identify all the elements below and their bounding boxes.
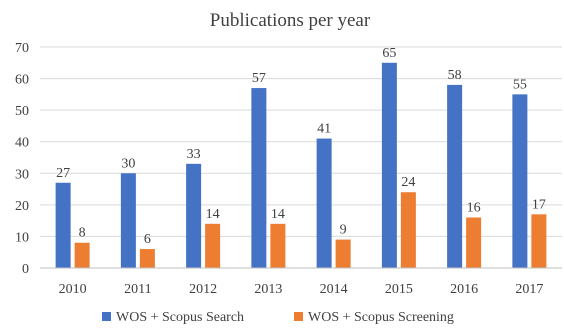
bar-screening-2016 <box>466 217 482 268</box>
legend-label-screening: WOS + Scopus Screening <box>308 310 454 325</box>
x-tick-label: 2015 <box>385 282 413 297</box>
x-tick-label: 2014 <box>320 282 348 297</box>
legend-label-search: WOS + Scopus Search <box>116 310 244 325</box>
data-label: 8 <box>79 226 86 241</box>
data-label: 14 <box>271 207 285 222</box>
bar-screening-2010 <box>74 242 90 268</box>
legend: WOS + Scopus Search WOS + Scopus Screeni… <box>102 310 454 325</box>
y-tick-label: 0 <box>22 262 29 277</box>
data-labels: 27 8 30 6 33 14 57 14 41 9 65 24 58 16 55 17 <box>56 46 546 247</box>
x-tick-label: 2016 <box>450 282 478 297</box>
bar-screening-2014 <box>335 239 351 268</box>
x-tick-label: 2011 <box>124 282 151 297</box>
y-tick-label: 40 <box>15 136 29 151</box>
bar-search-2011 <box>120 173 136 268</box>
chart-title: Publications per year <box>210 10 371 31</box>
y-tick-label: 30 <box>15 167 29 182</box>
data-label: 24 <box>401 175 415 190</box>
bar-screening-2013 <box>270 223 286 268</box>
data-label: 30 <box>121 156 135 171</box>
data-label: 17 <box>532 197 546 212</box>
bar-screening-2015 <box>400 192 416 268</box>
y-tick-label: 50 <box>15 104 29 119</box>
data-label: 27 <box>56 166 70 181</box>
data-label: 6 <box>144 232 151 247</box>
y-axis-ticks: 0 10 20 30 40 50 60 70 <box>15 41 29 277</box>
data-label: 58 <box>448 68 462 83</box>
x-tick-label: 2017 <box>515 282 543 297</box>
bar-search-2017 <box>512 94 528 268</box>
x-tick-label: 2010 <box>59 282 87 297</box>
bar-search-2014 <box>316 138 332 268</box>
data-label: 16 <box>467 200 481 215</box>
bar-search-2015 <box>381 62 397 269</box>
data-label: 57 <box>252 71 266 86</box>
y-tick-label: 20 <box>15 199 29 214</box>
data-label: 14 <box>206 207 220 222</box>
data-label: 41 <box>317 122 331 137</box>
x-tick-label: 2013 <box>254 282 282 297</box>
bar-search-2013 <box>251 88 267 269</box>
data-label: 9 <box>340 223 347 238</box>
data-label: 65 <box>382 46 396 61</box>
y-tick-label: 60 <box>15 73 29 88</box>
y-tick-label: 70 <box>15 41 29 56</box>
x-axis-ticks: 2010 2011 2012 2013 2014 2015 2016 2017 <box>59 282 544 297</box>
bar-search-2010 <box>55 182 71 268</box>
legend-swatch-search <box>102 312 111 321</box>
x-tick-label: 2012 <box>189 282 217 297</box>
bar-screening-2017 <box>531 214 547 268</box>
legend-swatch-screening <box>294 312 303 321</box>
data-label: 55 <box>513 77 527 92</box>
bar-search-2012 <box>186 163 202 268</box>
data-label: 33 <box>187 147 201 162</box>
y-tick-label: 10 <box>15 230 29 245</box>
grid-lines <box>40 46 562 237</box>
bar-search-2016 <box>447 84 463 268</box>
bar-screening-2012 <box>205 223 221 268</box>
bars <box>55 62 547 269</box>
bar-screening-2011 <box>139 249 155 268</box>
